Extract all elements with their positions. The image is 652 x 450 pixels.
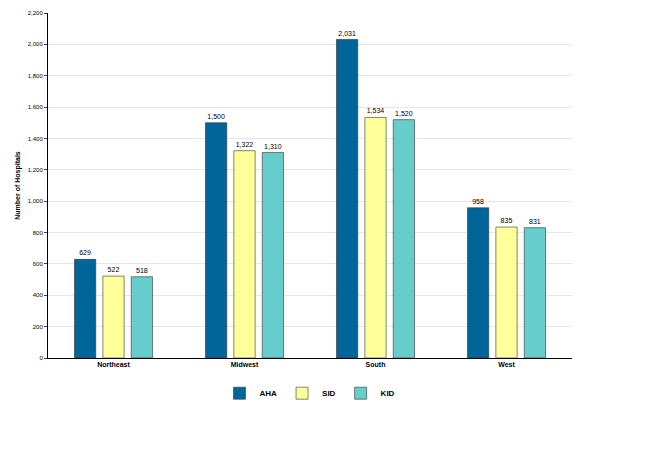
svg-text:629: 629 [79,249,91,256]
svg-text:1,000: 1,000 [28,198,44,204]
svg-text:400: 400 [33,292,44,298]
svg-text:0: 0 [39,355,43,361]
svg-text:831: 831 [529,218,541,225]
svg-text:2,000: 2,000 [28,41,44,47]
svg-text:800: 800 [33,230,44,236]
svg-text:1,322: 1,322 [236,141,254,148]
svg-text:958: 958 [472,198,484,205]
svg-text:1,600: 1,600 [28,104,44,110]
svg-text:Midwest: Midwest [231,361,259,368]
svg-text:518: 518 [136,267,148,274]
svg-text:Northeast: Northeast [97,361,130,368]
svg-text:1,200: 1,200 [28,167,44,173]
svg-text:West: West [498,361,515,368]
svg-text:2,031: 2,031 [338,30,356,37]
svg-text:1,534: 1,534 [367,107,385,114]
svg-text:SID: SID [322,389,336,398]
svg-text:1,310: 1,310 [264,143,282,150]
svg-text:1,400: 1,400 [28,136,44,142]
svg-text:835: 835 [501,217,513,224]
svg-text:2,200: 2,200 [28,10,44,16]
svg-text:200: 200 [33,324,44,330]
svg-text:1,520: 1,520 [395,110,413,117]
svg-text:Number of Hospitals: Number of Hospitals [14,151,22,220]
svg-text:KID: KID [381,389,395,398]
svg-text:1,500: 1,500 [207,113,225,120]
svg-text:1,800: 1,800 [28,73,44,79]
svg-text:South: South [366,361,386,368]
svg-text:600: 600 [33,261,44,267]
svg-text:AHA: AHA [260,389,278,398]
svg-text:522: 522 [108,266,120,273]
